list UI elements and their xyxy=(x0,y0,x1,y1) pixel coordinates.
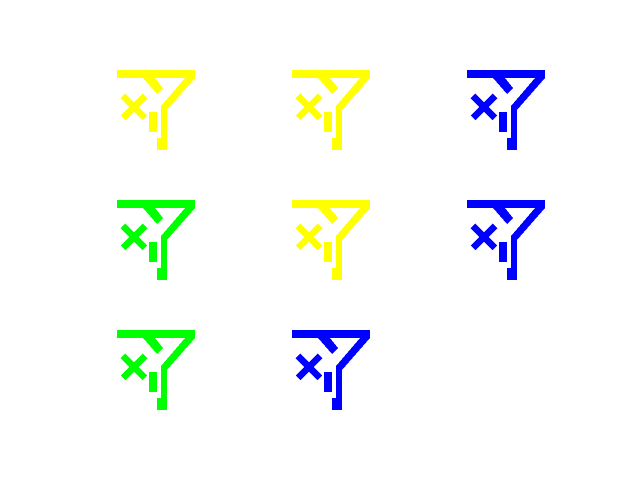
funnel-clear-icon-glyph xyxy=(292,330,370,410)
funnel-clear-icon xyxy=(280,62,380,162)
funnel-clear-icon-glyph xyxy=(292,70,370,150)
funnel-clear-icon xyxy=(455,192,555,292)
funnel-clear-icon-glyph xyxy=(117,330,195,410)
funnel-clear-icon xyxy=(455,62,555,162)
funnel-clear-icon xyxy=(105,322,205,422)
funnel-clear-icon-glyph xyxy=(467,200,545,280)
funnel-clear-icon xyxy=(280,192,380,292)
funnel-clear-icon-glyph xyxy=(117,70,195,150)
funnel-clear-icon xyxy=(280,322,380,422)
funnel-clear-icon-glyph xyxy=(117,200,195,280)
funnel-clear-icon xyxy=(105,192,205,292)
funnel-clear-icon-glyph xyxy=(467,70,545,150)
funnel-clear-icon xyxy=(105,62,205,162)
funnel-clear-icon-glyph xyxy=(292,200,370,280)
